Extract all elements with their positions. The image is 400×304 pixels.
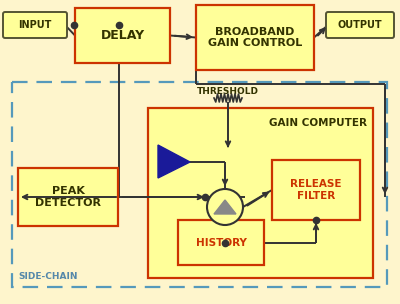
Text: INPUT: INPUT xyxy=(18,20,52,30)
FancyBboxPatch shape xyxy=(272,160,360,220)
FancyBboxPatch shape xyxy=(75,8,170,63)
Text: SIDE-CHAIN: SIDE-CHAIN xyxy=(18,272,78,281)
FancyBboxPatch shape xyxy=(196,5,314,70)
Text: HISTORY: HISTORY xyxy=(196,237,246,247)
FancyBboxPatch shape xyxy=(18,168,118,226)
Text: DELAY: DELAY xyxy=(100,29,144,42)
Text: THRESHOLD: THRESHOLD xyxy=(197,87,259,96)
Text: GAIN COMPUTER: GAIN COMPUTER xyxy=(269,118,367,128)
Text: PEAK
DETECTOR: PEAK DETECTOR xyxy=(35,186,101,208)
Text: RELEASE
FILTER: RELEASE FILTER xyxy=(290,179,342,201)
Polygon shape xyxy=(158,145,190,178)
FancyBboxPatch shape xyxy=(326,12,394,38)
FancyBboxPatch shape xyxy=(3,12,67,38)
Text: BROADBAND
GAIN CONTROL: BROADBAND GAIN CONTROL xyxy=(208,27,302,48)
FancyBboxPatch shape xyxy=(178,220,264,265)
Polygon shape xyxy=(214,200,236,214)
Text: OUTPUT: OUTPUT xyxy=(338,20,382,30)
Circle shape xyxy=(207,189,243,225)
FancyBboxPatch shape xyxy=(148,108,373,278)
